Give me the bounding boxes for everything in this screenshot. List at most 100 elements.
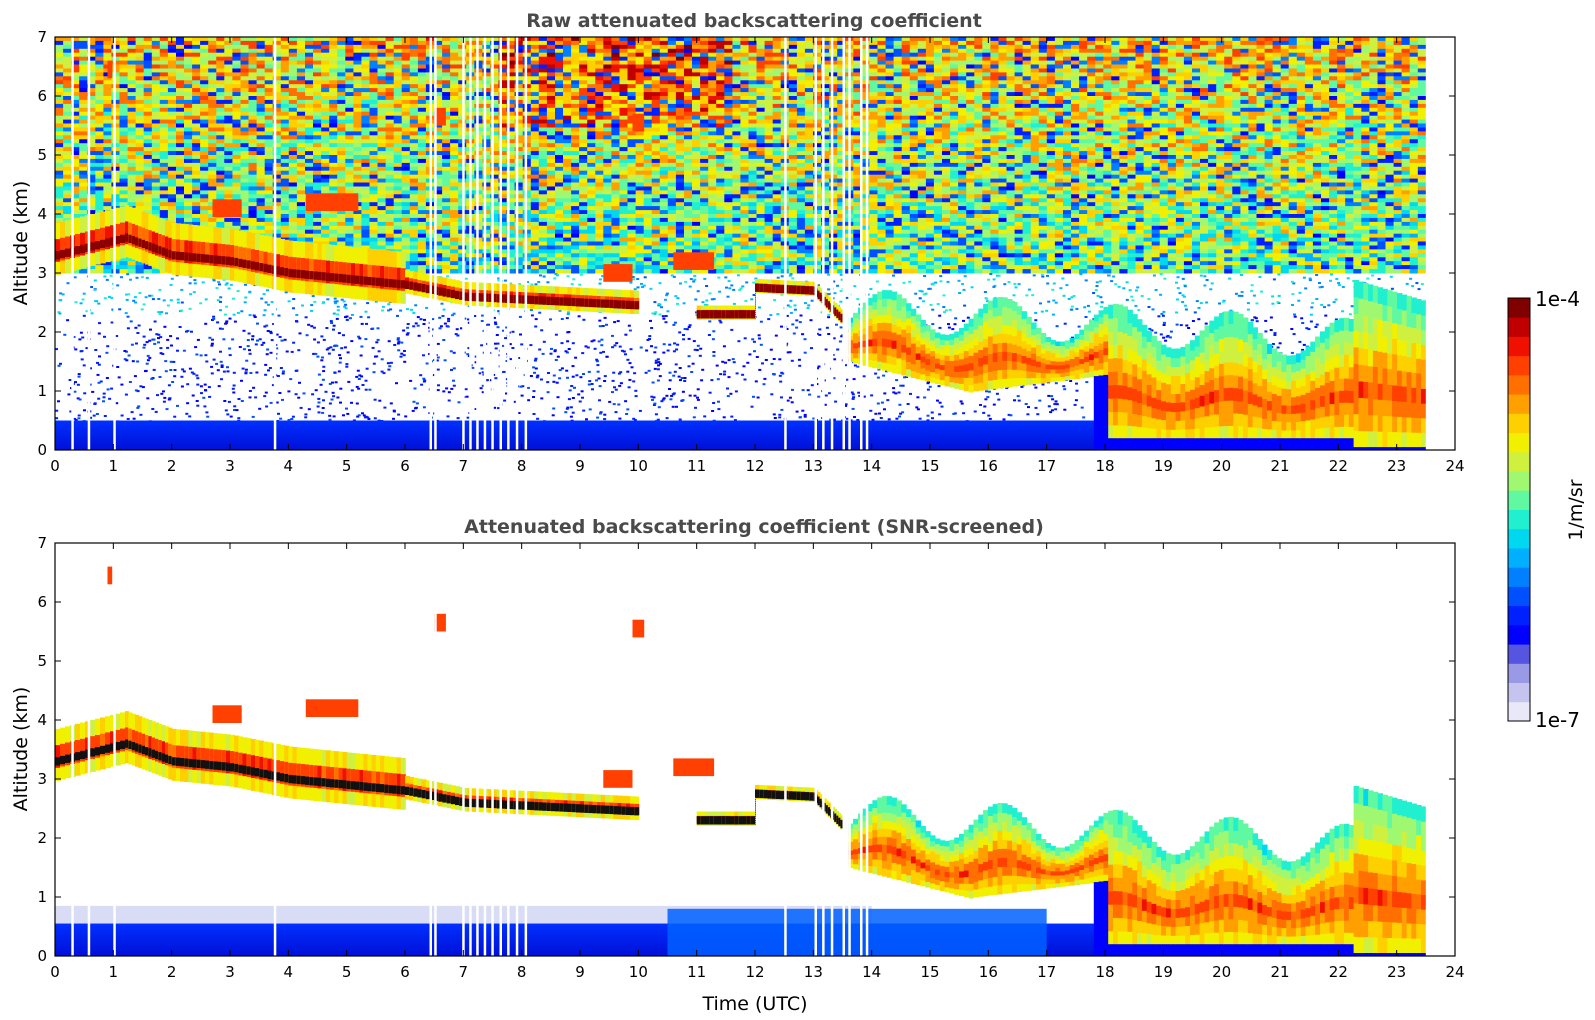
noise-cell	[1393, 131, 1403, 136]
noise-cell	[1063, 48, 1072, 54]
noise-cell	[1361, 44, 1370, 50]
noise-cell	[821, 44, 830, 50]
noise-cell	[538, 127, 548, 132]
noise-cell	[1216, 48, 1225, 54]
noise-cell	[264, 68, 274, 73]
noise-cell	[296, 52, 306, 58]
noise-cell	[1216, 56, 1225, 62]
noise-cell	[280, 44, 290, 50]
noise-cell	[240, 52, 250, 58]
noise-cell	[450, 139, 459, 144]
noise-cell	[998, 147, 1008, 152]
noise-cell	[555, 143, 564, 148]
noise-cell	[1417, 115, 1427, 121]
noise-cell	[1337, 119, 1346, 124]
noise-cell	[337, 68, 346, 73]
noise-cell	[700, 40, 709, 46]
noise-cell	[224, 151, 233, 156]
noise-cell	[184, 92, 193, 97]
noise-cell	[1030, 143, 1040, 148]
noise-cell	[490, 52, 499, 58]
noise-cell	[159, 60, 169, 65]
noise-cell	[1409, 84, 1419, 89]
noise-cell	[224, 80, 233, 85]
noise-cell	[442, 151, 451, 156]
noise-cell	[1232, 64, 1241, 69]
noise-cell	[1071, 119, 1080, 124]
noise-cell	[627, 60, 637, 65]
noise-cell	[933, 103, 943, 109]
noise-cell	[1272, 147, 1282, 152]
noise-cell	[1095, 52, 1104, 58]
noise-cell	[329, 103, 338, 109]
noise-cell	[724, 37, 733, 42]
noise-cell	[401, 52, 411, 58]
noise-cell	[1296, 60, 1306, 65]
noise-cell	[280, 96, 290, 101]
noise-cell	[877, 52, 887, 58]
noise-cell	[579, 103, 588, 109]
noise-cell	[1272, 135, 1282, 140]
noise-cell	[925, 88, 935, 93]
noise-cell	[1071, 80, 1080, 85]
noise-cell	[933, 37, 943, 42]
noise-cell	[1369, 48, 1378, 54]
noise-cell	[764, 76, 774, 81]
noise-cell	[216, 92, 225, 97]
noise-cell	[393, 151, 403, 156]
noise-cell	[611, 123, 620, 128]
noise-cell	[1030, 92, 1040, 97]
noise-cell	[1280, 64, 1290, 69]
noise-cell	[248, 76, 258, 81]
noise-cell	[135, 52, 145, 58]
noise-cell	[498, 60, 508, 65]
noise-cell	[885, 103, 895, 109]
noise-cell	[272, 84, 282, 89]
noise-cell	[643, 103, 653, 109]
noise-cell	[103, 84, 112, 89]
noise-cell	[853, 84, 862, 89]
noise-cell	[546, 119, 556, 124]
noise-cell	[1337, 127, 1346, 132]
noise-cell	[321, 92, 330, 97]
noise-cell	[756, 115, 766, 121]
noise-cell	[555, 56, 564, 62]
noise-cell	[442, 119, 451, 124]
noise-cell	[1079, 76, 1088, 81]
noise-cell	[490, 123, 499, 128]
noise-cell	[305, 92, 314, 97]
noise-cell	[353, 80, 362, 85]
noise-cell	[829, 127, 838, 132]
noise-cell	[305, 107, 314, 113]
noise-cell	[71, 56, 80, 62]
noise-cell	[385, 76, 395, 81]
noise-cell	[530, 56, 540, 62]
noise-cell	[635, 76, 645, 81]
noise-cell	[651, 92, 661, 97]
noise-cell	[966, 123, 975, 128]
noise-cell	[1167, 88, 1177, 93]
noise-cell	[192, 56, 201, 62]
noise-cell	[1248, 135, 1257, 140]
noise-cell	[909, 52, 919, 58]
noise-cell	[595, 111, 604, 117]
noise-cell	[159, 99, 169, 105]
noise-cell	[353, 96, 362, 101]
noise-cell	[240, 80, 250, 85]
noise-cell	[361, 48, 370, 54]
noise-cell	[450, 40, 459, 46]
noise-cell	[135, 143, 145, 148]
noise-cell	[1264, 52, 1274, 58]
noise-cell	[788, 68, 798, 73]
noise-cell	[764, 37, 774, 42]
noise-cell	[587, 99, 596, 105]
noise-cell	[272, 127, 282, 132]
noise-cell	[1103, 72, 1112, 77]
noise-cell	[401, 80, 411, 85]
noise-cell	[764, 99, 774, 105]
noise-cell	[595, 84, 604, 89]
noise-cell	[232, 80, 241, 85]
noise-cell	[1256, 107, 1266, 113]
noise-cell	[1353, 107, 1362, 113]
noise-cell	[1329, 92, 1338, 97]
